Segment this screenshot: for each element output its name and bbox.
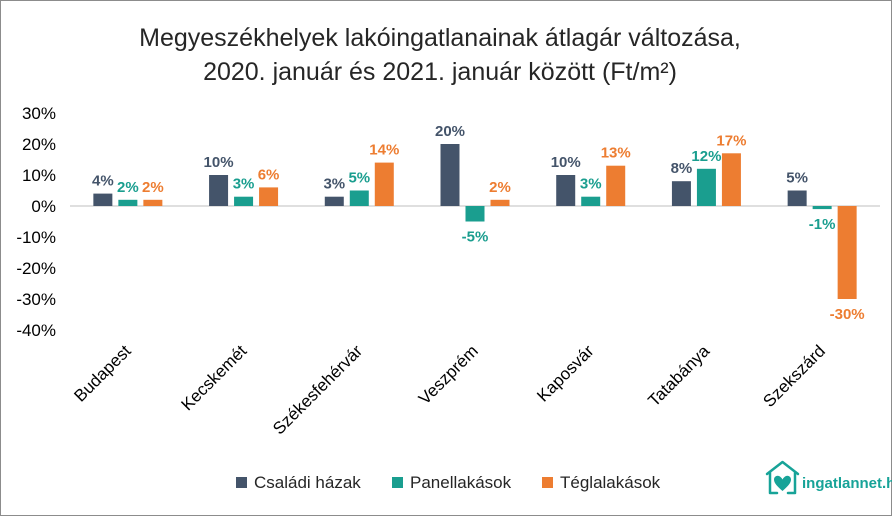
data-label: 20% bbox=[435, 123, 465, 140]
bar-téglalakások bbox=[606, 165, 626, 206]
bar-családi-házak bbox=[93, 193, 113, 206]
legend-swatch bbox=[236, 477, 247, 488]
y-tick-label: 30% bbox=[22, 104, 56, 123]
heart-icon bbox=[774, 475, 791, 491]
bar-panellakások bbox=[118, 199, 138, 206]
data-label: -5% bbox=[462, 229, 489, 246]
data-label: 2% bbox=[117, 179, 139, 196]
legend-label: Családi házak bbox=[254, 473, 361, 492]
brand-name: ingatlannet.hu bbox=[802, 475, 892, 492]
bar-családi-házak bbox=[324, 196, 344, 206]
data-label: 17% bbox=[716, 132, 746, 149]
data-label: -1% bbox=[809, 216, 836, 233]
data-label: 5% bbox=[786, 170, 808, 187]
bar-családi-házak bbox=[787, 190, 807, 206]
x-category-label: Veszprém bbox=[415, 341, 482, 408]
data-label: 8% bbox=[671, 160, 693, 177]
bar-panellakások bbox=[234, 196, 254, 206]
legend-label: Téglalakások bbox=[560, 473, 661, 492]
chart-title-line-2: 2020. január és 2021. január között (Ft/… bbox=[203, 58, 677, 86]
bar-családi-házak bbox=[556, 175, 576, 206]
data-label: 10% bbox=[551, 154, 581, 171]
brand-logo: ingatlannet.hu bbox=[765, 460, 892, 495]
bar-panellakások bbox=[581, 196, 601, 206]
x-category-label: Kecskemét bbox=[178, 341, 251, 414]
data-label: 5% bbox=[348, 170, 370, 187]
bar-családi-házak bbox=[671, 181, 691, 206]
bar-téglalakások bbox=[721, 153, 741, 206]
data-label: 13% bbox=[601, 145, 631, 162]
y-tick-label: -40% bbox=[16, 321, 56, 340]
data-label: 3% bbox=[580, 176, 602, 193]
legend-swatch bbox=[392, 477, 403, 488]
data-label: 6% bbox=[258, 166, 280, 183]
data-label: -30% bbox=[830, 306, 865, 323]
data-label: 2% bbox=[142, 179, 164, 196]
y-tick-label: 20% bbox=[22, 135, 56, 154]
bar-téglalakások bbox=[490, 199, 510, 206]
y-tick-label: 10% bbox=[22, 166, 56, 185]
x-category-label: Budapest bbox=[70, 341, 134, 405]
y-tick-label: -10% bbox=[16, 228, 56, 247]
data-label: 14% bbox=[369, 142, 399, 159]
data-label: 3% bbox=[323, 176, 345, 193]
bar-téglalakások bbox=[259, 187, 279, 206]
x-category-label: Székesfehérvár bbox=[269, 341, 366, 438]
bar-téglalakások bbox=[837, 206, 857, 299]
data-label: 2% bbox=[489, 179, 511, 196]
data-label: 3% bbox=[233, 176, 255, 193]
legend-label: Panellakások bbox=[410, 473, 512, 492]
x-category-label: Szekszárd bbox=[759, 341, 829, 411]
bar-panellakások bbox=[696, 168, 716, 206]
y-tick-label: -20% bbox=[16, 259, 56, 278]
legend-swatch bbox=[542, 477, 553, 488]
bar-téglalakások bbox=[374, 162, 394, 206]
house-heart-icon bbox=[765, 460, 800, 495]
data-label: 4% bbox=[92, 173, 114, 190]
bar-panellakások bbox=[349, 190, 369, 206]
bar-panellakások bbox=[465, 206, 485, 222]
bar-családi-házak bbox=[209, 175, 229, 206]
bar-családi-házak bbox=[440, 144, 460, 206]
x-category-label: Kaposvár bbox=[533, 341, 597, 405]
bar-téglalakások bbox=[143, 199, 163, 206]
data-label: 10% bbox=[204, 154, 234, 171]
x-category-label: Tatabánya bbox=[644, 341, 713, 410]
bar-panellakások bbox=[812, 206, 832, 210]
y-tick-label: 0% bbox=[31, 197, 56, 216]
y-tick-label: -30% bbox=[16, 290, 56, 309]
data-label: 12% bbox=[691, 148, 721, 165]
chart-title-line-1: Megyeszékhelyek lakóingatlanainak átlagá… bbox=[139, 24, 741, 52]
